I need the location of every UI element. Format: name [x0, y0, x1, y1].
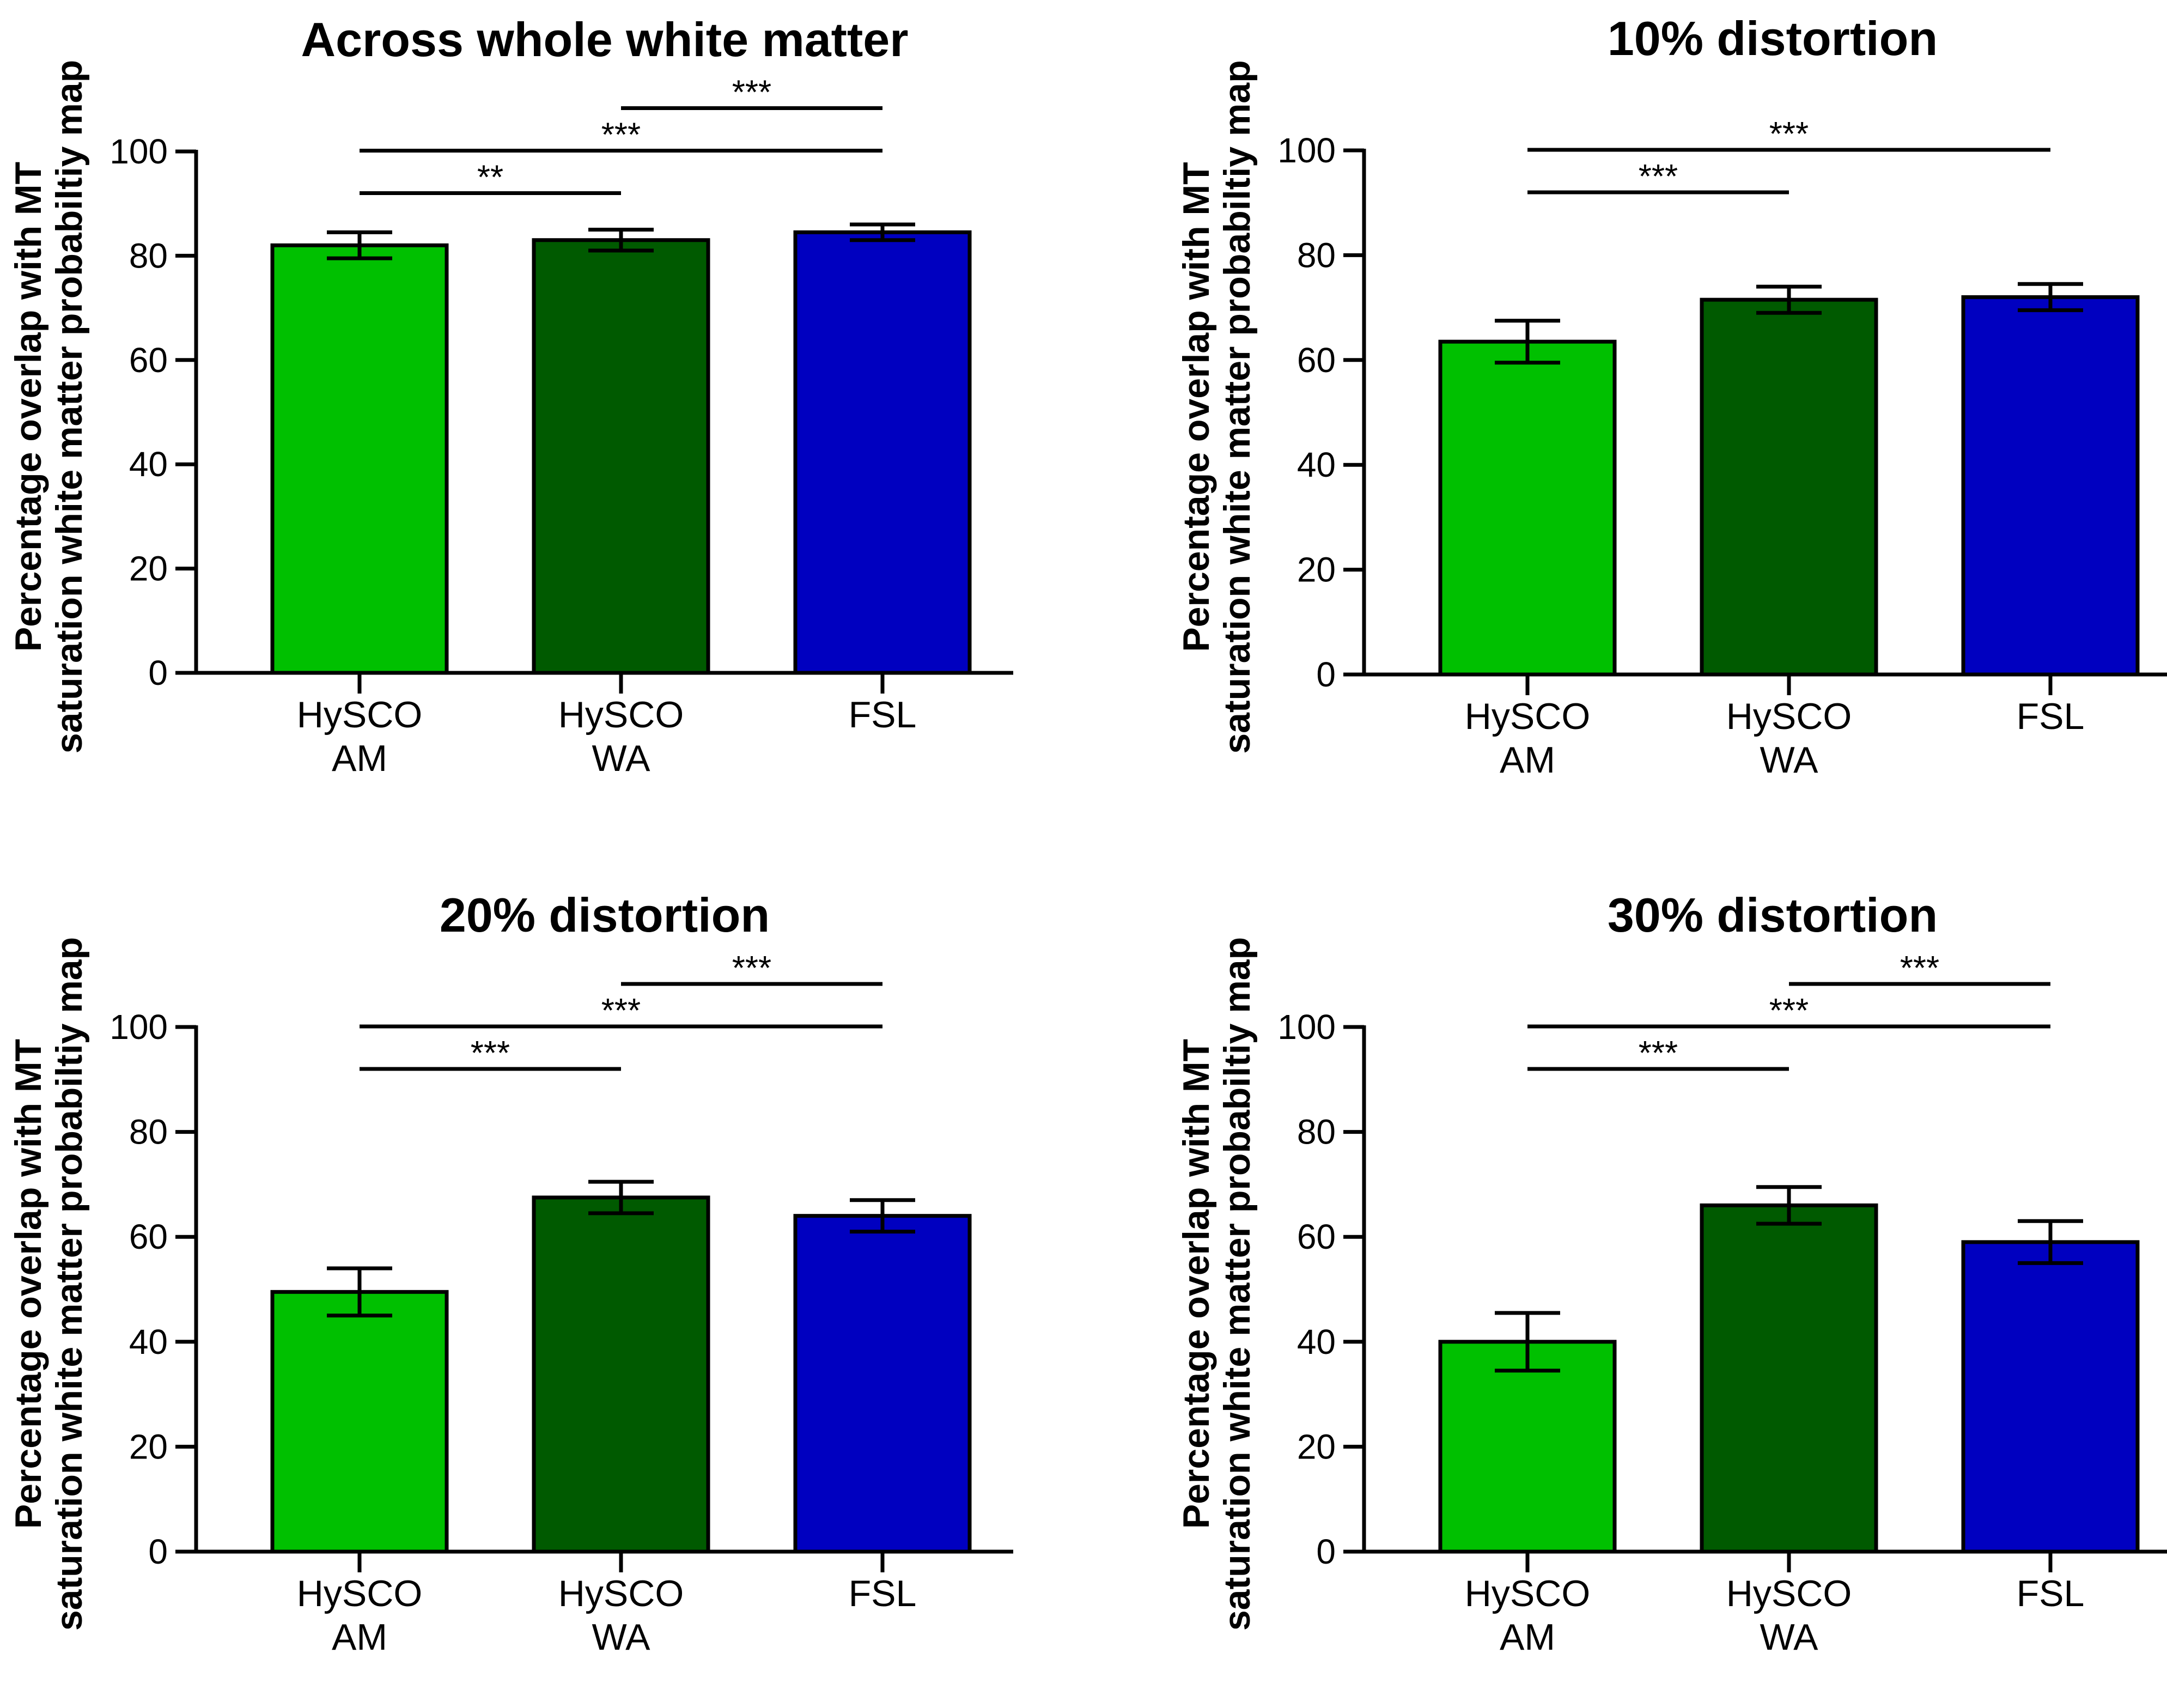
x-category-label: AM	[332, 738, 387, 779]
chart-title: 30% distortion	[1608, 888, 1938, 942]
y-tick-label: 0	[148, 1532, 168, 1571]
chart-panel-1: Across whole white matter Percentage over…	[8, 13, 1013, 779]
y-tick-label: 60	[1297, 341, 1336, 380]
y-tick-label: 20	[129, 1427, 168, 1466]
chart-panel-2: 10% distortion Percentage overlap with MT…	[1176, 11, 2167, 781]
y-tick-label: 80	[1297, 235, 1336, 275]
x-category-label: WA	[1760, 1616, 1818, 1658]
x-category-label: FSL	[2017, 696, 2085, 737]
bar	[793, 1214, 972, 1554]
chart-title: Across whole white matter	[301, 13, 909, 66]
y-tick-label: 80	[1297, 1113, 1336, 1152]
y-tick-label: 20	[1297, 550, 1336, 589]
significance-label: ***	[1639, 1035, 1678, 1072]
x-category-label: WA	[592, 738, 650, 779]
y-axis-label-line2: saturation white matter probabiltiy map	[1216, 937, 1258, 1631]
x-category-label: HySCO	[1465, 696, 1590, 737]
y-axis-label-line2: saturation white matter probabiltiy map	[48, 60, 90, 753]
chart-title: 10% distortion	[1608, 11, 1938, 65]
significance-label: ***	[1900, 950, 1939, 987]
x-category-label: HySCO	[558, 1573, 684, 1614]
y-axis-label-line2: saturation white matter probabiltiy map	[1216, 60, 1258, 753]
y-axis-label-line1: Percentage overlap with MT	[8, 1039, 49, 1529]
bar	[1438, 1340, 1617, 1554]
x-category-label: WA	[592, 1616, 650, 1658]
y-axis-label-line1: Percentage overlap with MT	[1176, 1039, 1217, 1529]
bar	[270, 1290, 449, 1554]
x-category-label: FSL	[849, 694, 917, 736]
y-tick-label: 40	[129, 445, 168, 484]
bar	[1961, 295, 2140, 677]
significance-label: ***	[1639, 158, 1678, 196]
significance-label: ***	[471, 1035, 510, 1072]
bar	[532, 1195, 710, 1554]
y-tick-label: 60	[129, 1217, 168, 1256]
y-tick-label: 40	[129, 1322, 168, 1361]
x-category-label: HySCO	[1726, 1573, 1852, 1614]
y-tick-label: 60	[129, 341, 168, 380]
x-category-label: FSL	[849, 1573, 917, 1614]
y-tick-label: 20	[1297, 1427, 1336, 1466]
y-tick-label: 100	[1277, 131, 1336, 170]
significance-label: ***	[732, 950, 771, 987]
x-category-label: FSL	[2017, 1573, 2085, 1614]
x-category-label: HySCO	[1726, 696, 1852, 737]
significance-label: ***	[732, 74, 771, 112]
bar	[532, 238, 710, 675]
chart-panel-4: 30% distortion Percentage overlap with MT…	[1176, 888, 2167, 1658]
y-tick-label: 0	[1316, 1532, 1336, 1571]
y-tick-label: 0	[148, 653, 168, 692]
y-axis-label-line2: saturation white matter probabiltiy map	[48, 937, 90, 1631]
bar	[1961, 1240, 2140, 1554]
y-tick-label: 80	[129, 1113, 168, 1152]
bar	[793, 230, 972, 675]
y-axis-label-line1: Percentage overlap with MT	[8, 162, 49, 652]
y-tick-label: 100	[109, 132, 168, 171]
x-category-label: HySCO	[297, 1573, 422, 1614]
significance-label: **	[477, 159, 503, 197]
y-tick-label: 60	[1297, 1217, 1336, 1256]
chart-title: 20% distortion	[440, 888, 770, 942]
bar	[1700, 297, 1878, 677]
significance-label: ***	[601, 117, 641, 154]
significance-label: ***	[601, 992, 641, 1030]
x-category-label: AM	[1500, 739, 1555, 781]
significance-label: ***	[1769, 992, 1809, 1030]
bar	[270, 243, 449, 675]
y-tick-label: 0	[1316, 655, 1336, 694]
y-tick-label: 100	[109, 1007, 168, 1047]
y-tick-label: 40	[1297, 1322, 1336, 1361]
chart-panel-3: 20% distortion Percentage overlap with MT…	[8, 888, 1013, 1658]
x-category-label: AM	[332, 1616, 387, 1658]
y-tick-label: 80	[129, 236, 168, 275]
significance-label: ***	[1769, 116, 1809, 153]
y-tick-label: 20	[129, 549, 168, 588]
x-category-label: HySCO	[297, 694, 422, 736]
y-axis-label-line1: Percentage overlap with MT	[1176, 162, 1217, 652]
x-category-label: AM	[1500, 1616, 1555, 1658]
x-category-label: WA	[1760, 739, 1818, 781]
bar	[1700, 1203, 1878, 1554]
x-category-label: HySCO	[558, 694, 684, 736]
x-category-label: HySCO	[1465, 1573, 1590, 1614]
bar	[1438, 339, 1617, 677]
y-tick-label: 40	[1297, 445, 1336, 484]
y-tick-label: 100	[1277, 1007, 1336, 1047]
